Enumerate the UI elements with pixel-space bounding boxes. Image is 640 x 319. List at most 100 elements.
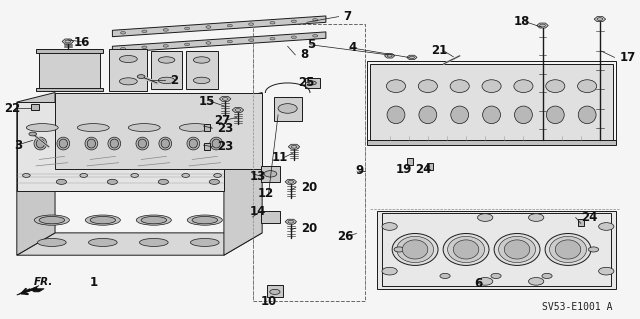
Text: 23: 23	[218, 122, 234, 135]
Text: 24: 24	[415, 163, 431, 175]
Text: 20: 20	[301, 222, 317, 234]
Ellipse shape	[392, 234, 438, 265]
Polygon shape	[537, 23, 548, 28]
Polygon shape	[17, 102, 224, 191]
Text: 12: 12	[257, 187, 274, 200]
Polygon shape	[36, 49, 103, 53]
Ellipse shape	[191, 239, 219, 247]
Ellipse shape	[85, 137, 98, 150]
Ellipse shape	[546, 80, 565, 93]
Text: 6: 6	[475, 277, 483, 290]
Ellipse shape	[453, 240, 479, 259]
Ellipse shape	[482, 80, 501, 93]
Circle shape	[382, 223, 397, 230]
Text: 16: 16	[74, 36, 90, 48]
Circle shape	[387, 55, 392, 57]
Polygon shape	[109, 49, 147, 91]
Polygon shape	[150, 51, 182, 89]
Bar	[274, 97, 301, 121]
Ellipse shape	[90, 217, 116, 224]
Text: 20: 20	[301, 181, 317, 194]
Circle shape	[222, 98, 228, 100]
Ellipse shape	[397, 236, 433, 263]
Text: 23: 23	[218, 140, 234, 153]
Text: 3: 3	[14, 139, 22, 152]
Circle shape	[597, 18, 603, 21]
Circle shape	[288, 181, 294, 183]
Ellipse shape	[59, 139, 67, 148]
Text: 17: 17	[620, 51, 636, 64]
Circle shape	[529, 278, 544, 285]
Ellipse shape	[193, 77, 210, 84]
Text: 24: 24	[580, 211, 597, 224]
Text: 4: 4	[348, 41, 356, 54]
Ellipse shape	[140, 239, 168, 247]
Ellipse shape	[483, 106, 500, 124]
Circle shape	[598, 223, 614, 230]
Ellipse shape	[158, 77, 175, 84]
Ellipse shape	[419, 80, 437, 93]
Ellipse shape	[504, 240, 530, 259]
Polygon shape	[377, 211, 616, 289]
Circle shape	[291, 36, 296, 39]
Text: FR.: FR.	[34, 277, 53, 287]
Circle shape	[80, 174, 88, 177]
Polygon shape	[367, 140, 616, 145]
Polygon shape	[17, 286, 44, 295]
Polygon shape	[36, 88, 103, 91]
Circle shape	[65, 40, 70, 43]
Polygon shape	[17, 233, 262, 255]
Circle shape	[291, 20, 296, 23]
Ellipse shape	[88, 239, 117, 247]
Circle shape	[184, 43, 189, 46]
Ellipse shape	[179, 123, 211, 132]
Text: 8: 8	[300, 48, 308, 61]
Text: 1: 1	[89, 276, 97, 289]
Circle shape	[540, 24, 545, 27]
Text: 18: 18	[514, 15, 531, 28]
Ellipse shape	[85, 215, 120, 225]
Circle shape	[206, 26, 211, 28]
Circle shape	[120, 32, 125, 34]
Circle shape	[163, 45, 168, 47]
Circle shape	[209, 179, 220, 184]
Circle shape	[248, 23, 253, 26]
Ellipse shape	[136, 215, 172, 225]
Ellipse shape	[419, 106, 436, 124]
Circle shape	[22, 174, 30, 177]
Ellipse shape	[193, 57, 210, 63]
Circle shape	[382, 267, 397, 275]
Ellipse shape	[57, 137, 70, 150]
Ellipse shape	[578, 106, 596, 124]
Ellipse shape	[36, 139, 45, 148]
Ellipse shape	[110, 139, 118, 148]
Circle shape	[206, 42, 211, 44]
Text: 27: 27	[214, 114, 230, 127]
Polygon shape	[407, 55, 417, 60]
Ellipse shape	[210, 137, 223, 150]
Polygon shape	[17, 93, 55, 255]
Text: 25: 25	[298, 76, 314, 89]
Bar	[427, 163, 433, 170]
Bar	[305, 78, 319, 88]
Polygon shape	[288, 144, 300, 149]
Circle shape	[184, 27, 189, 30]
Circle shape	[270, 289, 280, 294]
Ellipse shape	[547, 106, 564, 124]
Ellipse shape	[447, 236, 484, 263]
Ellipse shape	[158, 57, 175, 63]
Ellipse shape	[39, 217, 65, 224]
Circle shape	[440, 273, 450, 278]
Circle shape	[182, 174, 189, 177]
Bar	[204, 143, 210, 150]
Ellipse shape	[161, 139, 170, 148]
Text: 10: 10	[260, 295, 276, 308]
Bar	[253, 24, 365, 301]
Ellipse shape	[108, 137, 121, 150]
Polygon shape	[594, 17, 605, 22]
Ellipse shape	[35, 215, 69, 225]
Ellipse shape	[450, 80, 469, 93]
Circle shape	[542, 273, 552, 278]
Text: 19: 19	[396, 163, 412, 176]
Circle shape	[108, 179, 118, 184]
